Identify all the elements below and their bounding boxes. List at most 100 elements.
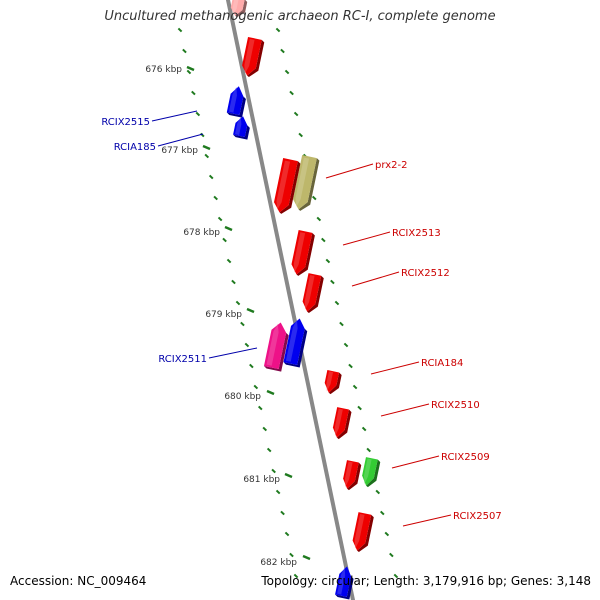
gene-label[interactable]: RCIX2509	[441, 452, 490, 463]
gene-label-leader	[391, 455, 440, 469]
gene-block[interactable]	[291, 155, 320, 213]
minor-tick	[366, 447, 371, 453]
tick-track-right	[275, 27, 399, 579]
gene-block[interactable]	[323, 370, 342, 396]
minor-tick	[266, 447, 272, 453]
minor-tick	[289, 552, 294, 558]
gene-block[interactable]	[263, 321, 291, 372]
major-tick	[302, 554, 311, 561]
minor-tick	[293, 573, 299, 579]
gene-label-leader	[342, 231, 391, 246]
kbp-tick-label: 680 kbp	[224, 392, 261, 402]
minor-tick	[217, 216, 223, 222]
gene-block[interactable]	[360, 457, 381, 488]
minor-tick	[284, 531, 290, 537]
minor-tick	[343, 342, 349, 348]
minor-tick	[298, 132, 303, 138]
minor-tick	[204, 153, 210, 159]
major-tick	[202, 144, 211, 151]
minor-tick	[280, 48, 285, 54]
minor-tick	[379, 510, 385, 516]
minor-tick	[249, 363, 254, 369]
minor-tick	[357, 405, 362, 411]
minor-tick	[393, 573, 399, 579]
minor-tick	[325, 258, 331, 264]
gene-label-leader	[151, 110, 198, 122]
minor-tick	[275, 489, 281, 495]
minor-tick	[186, 69, 192, 75]
minor-tick	[257, 405, 263, 411]
gene-label[interactable]: RCIX2511	[158, 354, 207, 365]
gene-block[interactable]	[335, 565, 356, 600]
gene-label[interactable]: prx2-2	[375, 160, 407, 171]
minor-tick	[177, 27, 183, 33]
gene-block[interactable]	[341, 460, 362, 491]
minor-tick	[293, 111, 299, 117]
minor-tick	[191, 90, 196, 96]
minor-tick	[231, 279, 236, 285]
gene-block[interactable]	[289, 230, 315, 278]
minor-tick	[226, 258, 232, 264]
minor-tick	[235, 300, 241, 306]
minor-tick	[334, 300, 340, 306]
gene-label[interactable]: RCIX2513	[392, 228, 441, 239]
topology-text: Topology: circular; Length: 3,179,916 bp…	[261, 574, 591, 588]
gene-label-leader	[208, 347, 258, 359]
gene-label[interactable]: RCIA184	[421, 358, 463, 369]
gene-block[interactable]	[233, 115, 252, 140]
kbp-tick-label: 679 kbp	[205, 310, 242, 320]
gene-label-leader	[157, 133, 204, 147]
gene-label[interactable]: RCIX2515	[101, 117, 150, 128]
gene-label[interactable]: RCIA185	[114, 142, 156, 153]
gene-block[interactable]	[229, 0, 248, 19]
major-tick	[284, 472, 293, 479]
minor-tick	[253, 384, 259, 390]
gene-label-leader	[370, 361, 420, 375]
gene-label-leader	[351, 271, 400, 287]
gene-block[interactable]	[351, 512, 375, 553]
minor-tick	[262, 426, 268, 432]
minor-tick	[284, 69, 290, 75]
gene-block[interactable]	[272, 158, 301, 216]
gene-block[interactable]	[283, 317, 309, 368]
kbp-tick-label: 678 kbp	[183, 228, 220, 238]
gene-label[interactable]: RCIX2507	[453, 511, 502, 522]
gene-label[interactable]: RCIX2510	[431, 400, 480, 411]
major-tick	[246, 307, 255, 314]
minor-tick	[352, 384, 358, 390]
kbp-tick-label: 676 kbp	[145, 65, 182, 75]
major-tick	[186, 65, 195, 72]
minor-tick	[339, 321, 344, 327]
minor-tick	[182, 48, 187, 54]
major-tick	[224, 225, 233, 232]
gene-label-leader	[402, 514, 452, 527]
minor-tick	[213, 195, 218, 201]
accession-text: Accession: NC_009464	[10, 574, 147, 588]
gene-block[interactable]	[240, 36, 265, 79]
gene-label-leader	[325, 163, 374, 179]
gene-block[interactable]	[301, 273, 325, 314]
kbp-tick-label: 682 kbp	[260, 558, 297, 568]
minor-tick	[195, 111, 201, 117]
kbp-tick-label: 677 kbp	[161, 146, 198, 156]
minor-tick	[222, 237, 227, 243]
kbp-tick-label: 681 kbp	[243, 475, 280, 485]
gene-label[interactable]: RCIX2512	[401, 268, 450, 279]
minor-tick	[361, 426, 367, 432]
minor-tick	[330, 279, 335, 285]
minor-tick	[375, 489, 381, 495]
gene-block[interactable]	[331, 407, 352, 440]
minor-tick	[316, 216, 322, 222]
gene-label-leader	[380, 403, 430, 417]
minor-tick	[208, 174, 214, 180]
minor-tick	[384, 531, 390, 537]
minor-tick	[275, 27, 281, 33]
minor-tick	[280, 510, 285, 516]
minor-tick	[271, 468, 276, 474]
minor-tick	[199, 132, 205, 138]
minor-tick	[389, 552, 394, 558]
minor-tick	[289, 90, 294, 96]
gene-block[interactable]	[226, 85, 248, 118]
minor-tick	[311, 195, 317, 201]
